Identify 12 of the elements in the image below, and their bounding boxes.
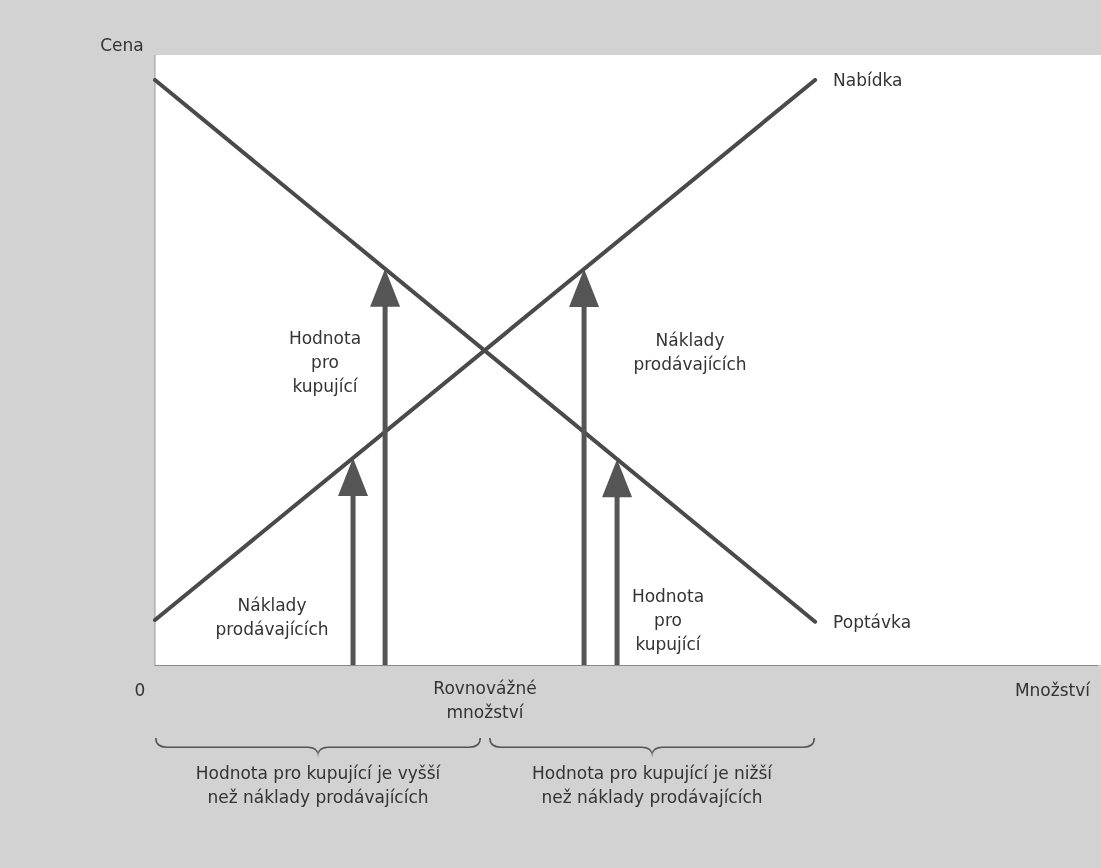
annotation: Hodnota pro kupující bbox=[631, 586, 705, 654]
annotation: Hodnota pro kupující bbox=[288, 328, 362, 396]
text: 0 bbox=[134, 680, 146, 700]
annotation: Náklady prodávajících bbox=[215, 595, 329, 639]
text: Hodnota pro kupující je nižší než náklady prodávajících bbox=[531, 763, 774, 807]
text: Hodnota pro kupující je vyšší než náklady prodávajících bbox=[195, 763, 442, 807]
series-label: Nabídka bbox=[833, 70, 903, 90]
y-axis-title: Cena bbox=[100, 35, 144, 55]
x-axis-title: Množství bbox=[1014, 680, 1092, 700]
annotation: Náklady prodávajících bbox=[633, 330, 747, 374]
text: Rovnovážné množství bbox=[433, 678, 537, 722]
series-label: Poptávka bbox=[833, 611, 912, 632]
